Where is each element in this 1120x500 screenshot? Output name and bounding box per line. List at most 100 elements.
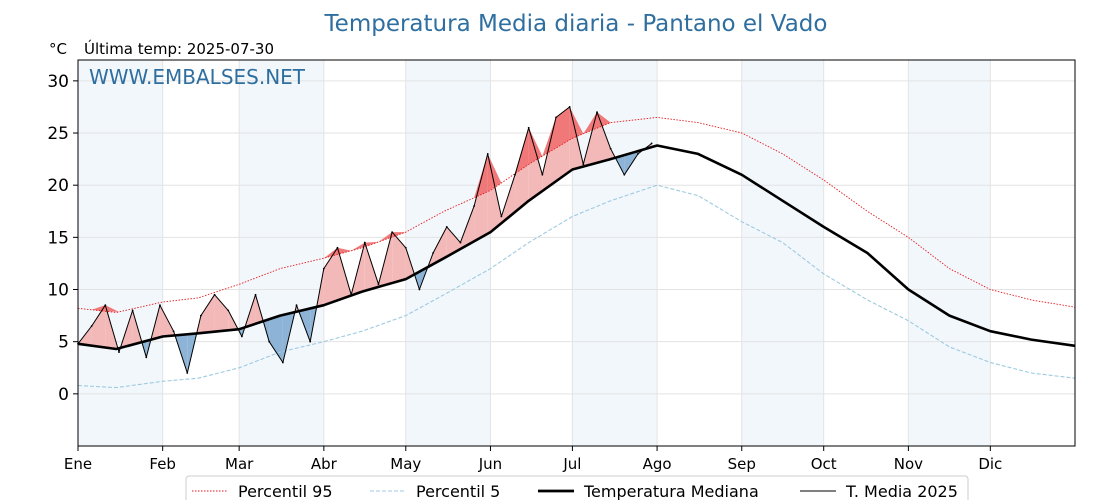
extreme-warm-area — [542, 117, 557, 157]
extreme-warm-area — [556, 106, 570, 149]
month-band — [239, 60, 324, 446]
warm-anomaly-area — [433, 226, 447, 265]
x-tick-label: Ago — [643, 455, 672, 473]
x-tick-label: Jun — [478, 455, 502, 473]
warm-anomaly-area — [91, 305, 106, 348]
plot-frame — [77, 59, 1076, 447]
x-tick-label: Oct — [811, 455, 837, 473]
data-point — [459, 241, 462, 244]
data-point — [637, 152, 639, 155]
x-tick-label: Ene — [64, 455, 92, 473]
extreme-warm-area — [323, 247, 338, 259]
y-tick-label: 15 — [47, 228, 69, 248]
month-band — [908, 60, 991, 446]
warm-anomaly-area — [323, 247, 338, 306]
warm-anomaly-area — [501, 174, 516, 224]
y-tick-label: 5 — [58, 333, 69, 353]
data-point — [377, 283, 380, 286]
y-axis-label: °C — [49, 40, 67, 58]
data-point — [596, 111, 598, 114]
data-point — [213, 293, 216, 296]
data-point — [281, 361, 284, 364]
month-band — [78, 60, 163, 446]
median-line — [77, 144, 1076, 351]
data-point — [172, 330, 175, 333]
x-tick-label: Mar — [225, 455, 254, 473]
cold-anomaly-area — [269, 314, 283, 363]
chart-title: Temperatura Media diaria - Pantano el Va… — [324, 11, 828, 37]
x-tick-label: May — [390, 455, 421, 473]
p95-line — [77, 116, 1076, 313]
y-tick-label: 20 — [47, 176, 69, 196]
data-point — [609, 147, 612, 150]
legend: Percentil 95 Percentil 5 Temperatura Media… — [185, 475, 969, 500]
data-point — [623, 173, 626, 176]
y-tick-label: 10 — [47, 281, 69, 301]
data-point — [541, 173, 544, 176]
data-point — [145, 356, 148, 359]
legend-box — [185, 475, 969, 500]
x-tick-label: Jul — [562, 455, 581, 473]
legend-label: Percentil 5 — [416, 482, 500, 500]
data-point — [240, 335, 243, 338]
x-tick-label: Abr — [311, 455, 338, 473]
warm-anomaly-area — [364, 242, 379, 291]
data-point — [200, 314, 202, 317]
data-point — [90, 325, 93, 327]
x-tick-label: Nov — [894, 455, 923, 473]
warm-anomaly-area — [460, 206, 475, 250]
data-point — [254, 293, 257, 296]
extreme-warm-area — [596, 112, 611, 129]
data-point — [391, 231, 394, 234]
data-point — [514, 173, 516, 176]
data-point — [473, 205, 475, 207]
data-point — [159, 304, 161, 307]
extreme-warm-area — [105, 305, 119, 312]
data-point — [309, 340, 312, 343]
extreme-warm-area — [351, 242, 365, 251]
y-tick-label: 0 — [58, 385, 69, 405]
legend-label: Temperatura Mediana — [583, 482, 759, 500]
data-point — [227, 309, 230, 312]
data-point — [268, 340, 271, 343]
extreme-warm-area — [474, 153, 488, 198]
month-band — [572, 60, 658, 446]
data-point — [568, 106, 571, 108]
data-point — [363, 241, 366, 244]
warm-anomaly-area — [392, 232, 406, 283]
data-point — [350, 293, 353, 296]
data-point — [104, 304, 107, 307]
data-point — [131, 309, 134, 312]
data-point — [336, 246, 339, 249]
watermark: WWW.EMBALSES.NET — [89, 65, 306, 89]
extreme-warm-area — [583, 112, 597, 134]
x-tick-label: Feb — [149, 455, 176, 473]
data-point — [486, 152, 489, 155]
data-point — [186, 372, 189, 374]
data-point — [650, 142, 653, 145]
data-point — [295, 304, 298, 307]
warm-anomaly-area — [200, 294, 215, 334]
warm-anomaly-area — [214, 294, 229, 332]
data-point — [432, 252, 434, 254]
x-tick-label: Dic — [978, 455, 1002, 473]
extreme-warm-area — [569, 106, 584, 140]
extreme-warm-area — [378, 232, 393, 242]
chart-subtitle: Última temp: 2025-07-30 — [84, 39, 274, 58]
data-point — [418, 288, 421, 291]
p5-line — [77, 184, 1076, 389]
legend-label: T. Media 2025 — [845, 482, 958, 500]
extreme-warm-area — [337, 247, 352, 255]
data-point — [322, 267, 325, 270]
data-point — [555, 116, 557, 119]
month-band — [741, 60, 824, 446]
extreme-warm-area — [487, 153, 502, 192]
extreme-warm-area — [528, 127, 543, 165]
legend-label: Percentil 95 — [238, 482, 333, 500]
data-point — [404, 246, 407, 249]
warm-anomaly-area — [446, 226, 461, 257]
data-point — [527, 126, 530, 129]
data-point — [118, 351, 120, 354]
y-tick-label: 30 — [47, 72, 69, 92]
